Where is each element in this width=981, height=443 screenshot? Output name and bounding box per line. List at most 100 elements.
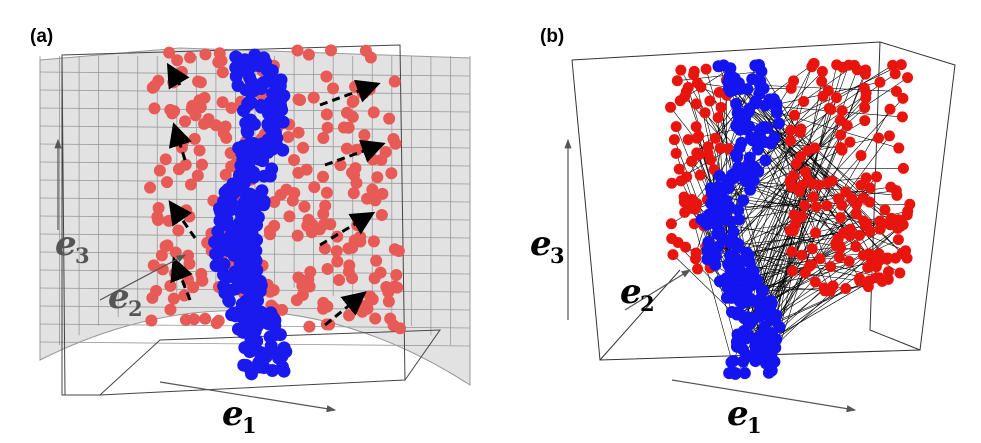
point <box>330 245 343 258</box>
point <box>304 265 317 278</box>
point <box>704 95 716 107</box>
point <box>184 51 197 64</box>
point <box>195 267 208 280</box>
point <box>874 215 886 227</box>
point <box>680 241 692 253</box>
point <box>153 164 166 177</box>
point <box>885 181 897 193</box>
point <box>883 130 895 142</box>
point <box>286 194 299 207</box>
point <box>714 142 726 154</box>
point <box>164 279 177 292</box>
point <box>155 249 168 262</box>
point <box>348 234 361 247</box>
point <box>249 82 263 96</box>
point <box>189 109 202 122</box>
point <box>161 176 174 189</box>
point <box>241 260 255 274</box>
point <box>859 115 871 127</box>
point <box>367 106 380 119</box>
point <box>673 163 685 175</box>
point <box>387 133 400 146</box>
point <box>392 245 405 258</box>
point <box>265 64 279 78</box>
point <box>199 48 212 61</box>
point <box>798 95 810 107</box>
point <box>871 171 883 183</box>
point <box>225 202 239 216</box>
link <box>770 143 870 203</box>
point <box>894 267 906 279</box>
point <box>261 133 275 147</box>
axis-symbol: e <box>222 394 244 434</box>
point <box>735 136 748 149</box>
axis-index: 2 <box>128 296 143 321</box>
point <box>369 312 382 325</box>
point <box>873 132 885 144</box>
point <box>796 249 808 261</box>
point <box>171 54 184 67</box>
point <box>297 141 310 154</box>
point <box>327 82 340 95</box>
point <box>343 259 356 272</box>
point <box>172 224 185 237</box>
point <box>240 124 254 138</box>
point <box>853 229 865 241</box>
point <box>216 66 229 79</box>
point <box>809 276 821 288</box>
point <box>364 290 377 303</box>
point <box>713 86 725 98</box>
point <box>688 69 700 81</box>
point <box>728 72 741 85</box>
axis-index: 2 <box>640 291 655 316</box>
point <box>262 107 276 121</box>
point <box>152 202 165 215</box>
axis-symbol: e <box>55 224 77 264</box>
point <box>764 294 777 307</box>
link <box>776 103 829 184</box>
point <box>265 162 279 176</box>
point <box>827 280 839 292</box>
link <box>744 118 815 149</box>
point <box>232 168 246 182</box>
point <box>893 214 905 226</box>
point <box>726 168 739 181</box>
point <box>679 206 691 218</box>
point <box>765 337 778 350</box>
point <box>162 214 175 227</box>
point <box>248 324 262 338</box>
point <box>722 258 735 271</box>
point <box>731 106 744 119</box>
point <box>798 200 810 212</box>
point <box>717 59 730 72</box>
point <box>727 354 740 367</box>
point <box>359 44 372 57</box>
point <box>884 103 896 115</box>
arrow <box>168 200 197 239</box>
point <box>280 183 293 196</box>
point <box>699 107 711 119</box>
point <box>255 184 269 198</box>
point <box>371 171 384 184</box>
point <box>383 112 396 125</box>
point <box>825 103 837 115</box>
point <box>805 259 817 271</box>
point <box>896 248 908 260</box>
point <box>857 192 869 204</box>
point <box>237 324 251 338</box>
point <box>840 186 852 198</box>
point <box>725 291 738 304</box>
link <box>730 108 830 270</box>
point <box>785 124 797 136</box>
point <box>752 143 765 156</box>
point <box>208 235 222 249</box>
point <box>209 119 222 132</box>
point <box>244 367 258 381</box>
point <box>818 282 830 294</box>
point <box>175 65 188 78</box>
point <box>144 181 157 194</box>
point <box>382 295 395 308</box>
point <box>242 195 256 209</box>
axis-index: 3 <box>75 243 90 268</box>
